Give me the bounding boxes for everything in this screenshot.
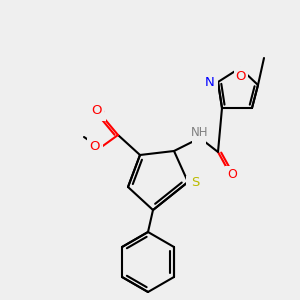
Text: H: H: [198, 128, 206, 138]
Text: S: S: [188, 178, 196, 190]
Text: O: O: [236, 68, 246, 82]
Text: O: O: [89, 140, 99, 152]
Text: O: O: [227, 167, 237, 181]
Text: O: O: [236, 70, 246, 83]
Text: O: O: [91, 140, 101, 152]
Text: N: N: [206, 74, 216, 88]
Text: S: S: [191, 176, 199, 190]
Text: N: N: [205, 76, 215, 88]
Text: NH: NH: [191, 127, 209, 140]
Text: O: O: [94, 106, 104, 119]
Text: N: N: [194, 130, 204, 143]
Text: O: O: [92, 104, 102, 118]
